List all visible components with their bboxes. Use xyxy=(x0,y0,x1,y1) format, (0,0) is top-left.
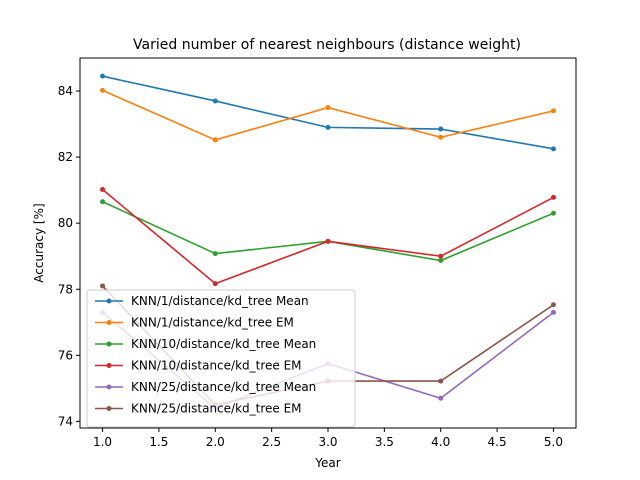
y-tick-label: 78 xyxy=(58,282,73,296)
data-point xyxy=(325,124,331,130)
x-tick-label: 2.0 xyxy=(206,435,225,449)
legend-marker xyxy=(106,341,112,347)
legend-marker xyxy=(106,406,112,411)
data-point xyxy=(100,87,106,93)
x-tick-label: 1.5 xyxy=(149,435,168,449)
x-axis: 1.0 1.5 2.0 2.5 3.0 3.5 4.0 4.5 5.0 xyxy=(93,428,563,449)
y-axis-label: Accuracy [%] xyxy=(32,203,46,282)
legend-marker xyxy=(106,363,112,368)
legend-item: KNN/10/distance/kd_tree EM xyxy=(95,359,302,373)
series-4 xyxy=(100,186,556,287)
legend-item: KNN/1/distance/kd_tree EM xyxy=(95,316,294,330)
data-point xyxy=(212,137,218,143)
y-axis: 74 76 78 80 82 84 xyxy=(58,84,80,428)
series-line xyxy=(102,75,554,150)
data-point xyxy=(325,105,331,111)
legend-marker xyxy=(106,384,112,390)
data-point xyxy=(550,309,556,315)
x-axis-label: Year xyxy=(314,456,340,470)
y-tick-label: 76 xyxy=(58,348,73,362)
legend-label: KNN/25/distance/kd_tree EM xyxy=(131,402,302,416)
x-tick-label: 4.5 xyxy=(488,435,507,449)
data-point xyxy=(550,108,556,114)
series-1 xyxy=(100,73,556,152)
legend-marker xyxy=(106,298,112,304)
x-tick-label: 3.0 xyxy=(318,435,337,449)
x-tick-label: 2.5 xyxy=(262,435,281,449)
data-point xyxy=(438,126,444,132)
legend-label: KNN/10/distance/kd_tree Mean xyxy=(131,337,316,351)
y-tick-label: 74 xyxy=(58,414,73,428)
x-tick-label: 5.0 xyxy=(544,435,563,449)
data-point xyxy=(550,210,556,216)
data-point xyxy=(212,98,218,104)
legend: KNN/1/distance/kd_tree Mean KNN/1/distanc… xyxy=(86,289,356,428)
data-point xyxy=(100,283,106,289)
series-line xyxy=(102,89,554,141)
legend-item: KNN/25/distance/kd_tree Mean xyxy=(95,380,316,394)
chart-title: Varied number of nearest neighbours (dis… xyxy=(133,37,521,53)
data-point xyxy=(212,281,218,287)
data-point xyxy=(438,134,444,140)
x-tick-label: 4.0 xyxy=(431,435,450,449)
series-line xyxy=(102,188,554,285)
data-point xyxy=(212,251,218,257)
data-point xyxy=(100,199,106,205)
y-tick-label: 82 xyxy=(58,150,73,164)
legend-box xyxy=(86,289,356,428)
y-tick-label: 80 xyxy=(58,216,73,230)
x-tick-label: 1.0 xyxy=(93,435,112,449)
legend-label: KNN/10/distance/kd_tree EM xyxy=(131,359,302,373)
data-point xyxy=(550,146,556,152)
legend-item: KNN/10/distance/kd_tree Mean xyxy=(95,337,316,351)
data-point xyxy=(438,258,444,264)
legend-marker xyxy=(106,320,112,325)
data-point xyxy=(100,73,106,79)
data-point xyxy=(438,253,444,259)
series-line xyxy=(102,200,554,262)
legend-item: KNN/1/distance/kd_tree Mean xyxy=(95,294,309,308)
x-tick-label: 3.5 xyxy=(375,435,394,449)
legend-label: KNN/1/distance/kd_tree EM xyxy=(131,316,294,330)
y-tick-label: 84 xyxy=(58,84,73,98)
legend-item: KNN/25/distance/kd_tree EM xyxy=(95,402,302,416)
data-point xyxy=(550,194,556,200)
data-point xyxy=(100,186,106,192)
data-point xyxy=(438,395,444,401)
data-point xyxy=(325,238,331,244)
data-point xyxy=(438,378,444,384)
legend-label: KNN/1/distance/kd_tree Mean xyxy=(131,294,309,308)
series-2 xyxy=(100,87,556,143)
legend-label: KNN/25/distance/kd_tree Mean xyxy=(131,380,316,394)
data-point xyxy=(550,302,556,308)
